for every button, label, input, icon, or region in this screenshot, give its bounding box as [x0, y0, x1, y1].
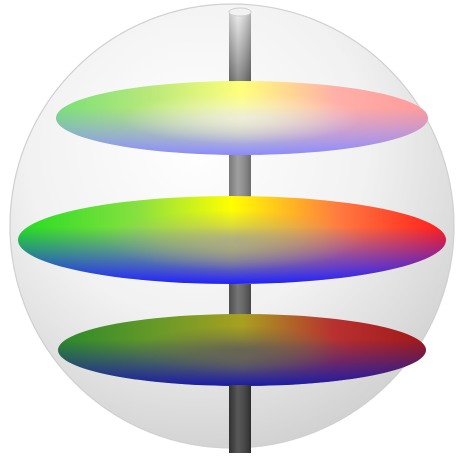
- slice-top-light: [56, 81, 428, 155]
- slice-bottom-dark: [58, 314, 426, 386]
- axis-top-cap: [228, 7, 252, 17]
- slice-middle-medium: [18, 196, 446, 284]
